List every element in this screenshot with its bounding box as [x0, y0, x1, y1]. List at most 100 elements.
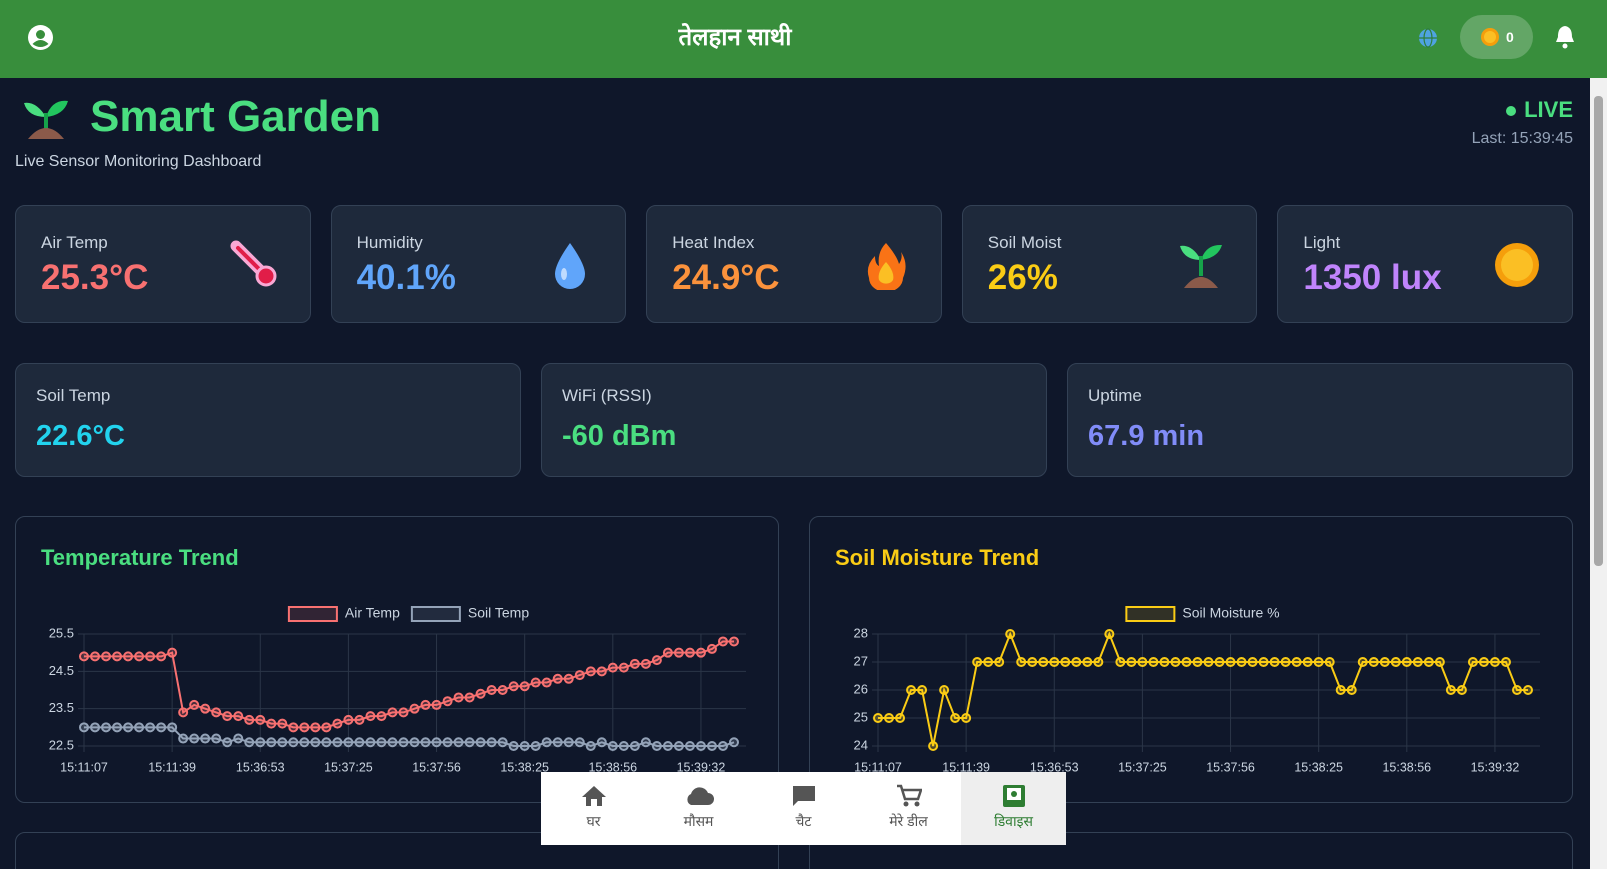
x-tick-label: 15:11:07 — [854, 760, 902, 774]
data-point — [950, 713, 961, 723]
data-point — [112, 722, 123, 733]
x-tick-label: 15:38:25 — [500, 760, 549, 774]
data-point — [299, 722, 310, 733]
data-point — [431, 737, 442, 748]
data-point — [244, 714, 255, 725]
data-point — [706, 741, 717, 751]
bottom-nav: घर मौसम चैट मेरे डील डिवाइस — [541, 772, 1066, 845]
data-point — [662, 741, 673, 751]
y-tick-label: 25.5 — [49, 625, 74, 640]
live-status: LIVE — [1506, 97, 1573, 123]
data-point — [961, 713, 972, 723]
data-point — [222, 737, 233, 748]
data-point — [145, 651, 156, 662]
data-point — [1324, 657, 1335, 667]
data-point — [134, 651, 145, 662]
data-point — [1357, 657, 1368, 667]
data-point — [1104, 629, 1115, 639]
data-point — [508, 681, 519, 692]
data-point — [1511, 685, 1522, 695]
chart-title: Temperature Trend — [41, 545, 239, 570]
data-point — [563, 737, 574, 748]
data-point — [1192, 657, 1203, 667]
card-value: 67.9 min — [1088, 420, 1205, 452]
data-point — [884, 713, 895, 723]
data-point — [200, 703, 211, 714]
data-point — [134, 722, 145, 733]
data-point — [706, 643, 717, 654]
data-point — [233, 711, 244, 722]
sun-icon — [1495, 243, 1539, 287]
nav-item[interactable]: घर — [541, 772, 646, 845]
language-icon[interactable] — [1417, 27, 1439, 49]
x-tick-label: 15:38:56 — [1382, 760, 1431, 774]
nav-item[interactable]: चैट — [751, 772, 856, 845]
data-point — [1434, 657, 1445, 667]
nav-label: डिवाइस — [994, 813, 1033, 829]
data-point — [729, 737, 739, 748]
data-point — [873, 713, 883, 723]
card-label: Soil Temp — [36, 386, 111, 405]
profile-icon[interactable] — [27, 24, 54, 51]
data-point — [211, 707, 222, 718]
data-point — [475, 688, 486, 699]
data-point — [79, 722, 89, 733]
data-point — [288, 722, 299, 733]
data-point — [1016, 657, 1027, 667]
status-cards: Soil Temp 22.6°C WiFi (RSSI) -60 dBm Uptim… — [15, 363, 1573, 477]
data-point — [354, 737, 365, 748]
y-tick-label: 23.5 — [49, 700, 74, 715]
data-point — [343, 737, 354, 748]
data-point — [1401, 657, 1412, 667]
x-tick-label: 15:36:53 — [236, 760, 285, 774]
data-point — [673, 647, 684, 658]
card-value: 26% — [987, 258, 1058, 297]
coin-balance[interactable]: 0 — [1460, 15, 1533, 59]
x-tick-label: 15:36:53 — [1030, 760, 1079, 774]
data-point — [354, 714, 365, 725]
status-card: WiFi (RSSI) -60 dBm — [541, 363, 1047, 477]
chat-icon — [792, 786, 815, 806]
chart-row: Temperature Trend 22.5 23.5 24.5 25.5 15:11:0… — [15, 516, 1573, 803]
x-tick-label: 15:39:32 — [677, 760, 726, 774]
legend: Soil Moisture % — [1125, 605, 1280, 622]
data-point — [563, 673, 574, 684]
data-point — [1390, 657, 1401, 667]
data-point — [1269, 657, 1280, 667]
data-point — [90, 722, 101, 733]
data-point — [321, 737, 332, 748]
data-point — [1456, 685, 1467, 695]
data-point — [717, 636, 728, 647]
data-point — [552, 737, 563, 748]
legend-label: Soil Moisture % — [1182, 605, 1279, 621]
data-point — [1236, 657, 1247, 667]
data-point — [398, 707, 409, 718]
y-tick-label: 26 — [854, 681, 868, 696]
nav-item[interactable]: डिवाइस — [961, 772, 1066, 845]
nav-item[interactable]: मेरे डील — [856, 772, 961, 845]
legend-swatch — [287, 606, 338, 622]
data-point — [508, 741, 519, 751]
data-point — [1126, 657, 1137, 667]
data-point — [431, 699, 442, 710]
data-point — [1170, 657, 1181, 667]
nav-label: मेरे डील — [889, 813, 928, 829]
card-label: Light — [1303, 233, 1341, 252]
y-tick-label: 24 — [854, 737, 868, 752]
data-point — [453, 737, 464, 748]
data-point — [1247, 657, 1258, 667]
x-tick-label: 15:39:32 — [1471, 760, 1520, 774]
data-point — [409, 703, 420, 714]
x-tick-label: 15:11:07 — [60, 760, 108, 774]
data-point — [972, 657, 983, 667]
data-point — [1203, 657, 1214, 667]
data-point — [618, 662, 629, 673]
data-point — [607, 741, 618, 751]
data-point — [277, 718, 288, 729]
scrollbar-thumb[interactable] — [1594, 96, 1603, 566]
notification-icon[interactable] — [1554, 24, 1576, 50]
nav-item[interactable]: मौसम — [646, 772, 751, 845]
scrollbar[interactable] — [1590, 78, 1607, 869]
page-title: Smart Garden — [90, 92, 381, 141]
data-point — [420, 737, 431, 748]
